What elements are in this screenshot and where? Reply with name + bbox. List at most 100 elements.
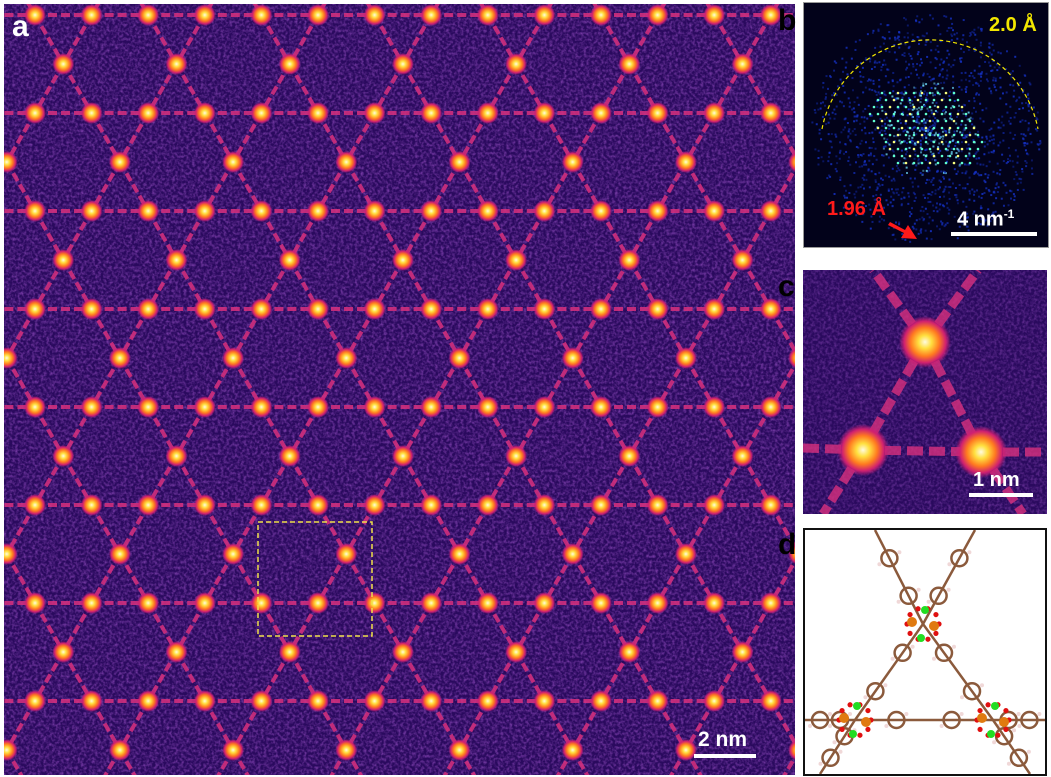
fft-noise [1020, 133, 1023, 136]
metal-cluster-node [80, 494, 103, 516]
fft-noise [980, 72, 983, 75]
fft-noise [945, 15, 948, 18]
fft-noise [1032, 106, 1035, 109]
fft-noise [962, 51, 965, 54]
fft-noise [811, 121, 814, 124]
green-atom [917, 634, 925, 642]
fft-noise [911, 100, 914, 103]
diffraction-spot [932, 98, 936, 102]
fft-noise [911, 185, 914, 188]
hydrogen-atom [1016, 712, 1021, 716]
fft-noise [940, 220, 943, 223]
fft-noise [949, 17, 952, 20]
fft-noise [841, 81, 844, 84]
fft-noise [1012, 84, 1015, 87]
fft-noise [885, 49, 888, 52]
metal-cluster-node [307, 592, 329, 614]
diffraction-spot [952, 105, 956, 109]
fft-noise [882, 145, 885, 148]
fft-noise [859, 75, 862, 78]
fft-noise [973, 97, 976, 100]
fft-noise [967, 229, 970, 232]
diffraction-spot [968, 119, 972, 123]
fft-noise [950, 150, 953, 153]
metal-cluster-node [448, 151, 471, 173]
diffraction-spot [956, 140, 960, 144]
fft-noise [980, 196, 983, 199]
fft-noise [951, 182, 954, 185]
fft-noise [957, 109, 960, 112]
fft-noise [996, 69, 999, 72]
fft-noise [947, 26, 950, 29]
fft-noise [892, 90, 895, 93]
diffraction-spot [876, 126, 880, 130]
fft-noise [869, 152, 872, 155]
fft-noise [983, 145, 986, 148]
fft-noise [953, 59, 956, 62]
fft-noise [945, 77, 948, 80]
metal-cluster-node [703, 494, 726, 516]
fft-noise [952, 139, 955, 142]
metal-cluster-node [646, 592, 669, 614]
fft-noise [827, 121, 830, 124]
fft-noise [921, 216, 924, 219]
fft-noise [1014, 112, 1017, 115]
fft-noise [871, 31, 874, 34]
fft-noise [840, 131, 843, 134]
fft-noise [1027, 127, 1030, 130]
fft-noise [931, 133, 934, 136]
diffraction-spot [904, 119, 908, 123]
diffraction-spot [896, 105, 900, 109]
fft-noise [973, 193, 976, 196]
fft-noise [934, 159, 937, 162]
hydrogen-atom [828, 724, 832, 728]
fft-noise [841, 101, 844, 104]
metal-atom [977, 713, 987, 723]
fft-noise [875, 198, 878, 201]
fft-noise [859, 185, 862, 188]
metal-cluster-node [759, 494, 782, 516]
metal-cluster-node [703, 298, 726, 320]
fft-noise [974, 33, 977, 36]
fft-noise [940, 58, 943, 61]
fft-noise [898, 221, 901, 224]
fft-noise [917, 159, 920, 162]
fft-noise [1015, 98, 1018, 101]
fft-noise [955, 193, 958, 196]
fft-noise [936, 225, 939, 228]
metal-cluster-node [80, 4, 103, 26]
fft-noise [880, 177, 883, 180]
diffraction-spot [892, 154, 896, 158]
fft-noise [908, 134, 911, 137]
fft-noise [863, 116, 866, 119]
diffraction-spot [968, 133, 972, 137]
fft-noise [827, 160, 830, 163]
fft-noise [940, 69, 943, 72]
fft-noise [833, 69, 836, 72]
fft-noise [942, 190, 945, 193]
fft-noise [881, 124, 884, 127]
fft-noise [925, 169, 928, 172]
fft-noise [835, 105, 838, 108]
fft-noise [930, 139, 933, 142]
fft-noise [907, 131, 910, 134]
fft-noise [917, 42, 920, 45]
metal-cluster-node [165, 641, 188, 663]
fft-noise [980, 75, 983, 78]
fft-noise [942, 175, 945, 178]
lattice-bond [782, 753, 795, 775]
fft-noise [930, 112, 933, 115]
fft-noise [948, 131, 951, 134]
fft-noise [883, 125, 886, 128]
fft-noise [960, 88, 963, 91]
fft-noise [919, 90, 922, 93]
fft-noise [955, 32, 958, 35]
diffraction-spot [960, 147, 964, 151]
fft-noise [891, 80, 894, 83]
fft-noise [974, 171, 977, 174]
metal-cluster-node [476, 494, 499, 516]
diffraction-spot [892, 112, 896, 116]
fft-noise [905, 68, 908, 71]
fft-noise [965, 135, 968, 138]
fft-noise [1019, 81, 1022, 84]
